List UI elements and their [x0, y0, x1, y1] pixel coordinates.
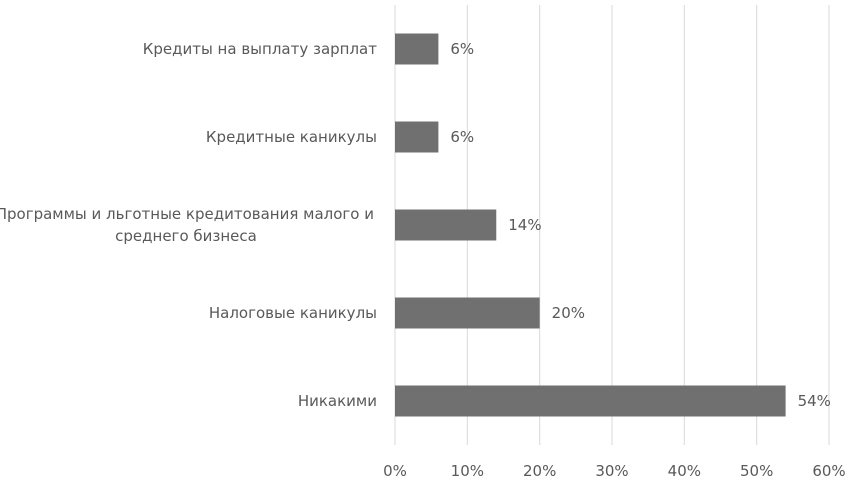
category-labels: Кредиты на выплату зарплат Кредитные кани…	[0, 40, 377, 410]
bar	[395, 297, 540, 329]
x-axis-tick-labels: 0% 10% 20% 30% 40% 50% 60%	[383, 462, 846, 480]
data-label: 54%	[798, 392, 831, 410]
category-label: Никакими	[298, 392, 377, 410]
bar	[395, 33, 439, 65]
x-tick-label: 30%	[595, 462, 628, 480]
x-tick-label: 50%	[740, 462, 773, 480]
data-label: 20%	[552, 304, 585, 322]
x-tick-label: 10%	[451, 462, 484, 480]
bar	[395, 209, 497, 241]
x-tick-label: 60%	[812, 462, 845, 480]
x-tick-label: 40%	[668, 462, 701, 480]
category-label: Кредитные каникулы	[206, 128, 377, 146]
bars	[395, 33, 786, 417]
bar	[395, 385, 786, 417]
bar	[395, 121, 439, 153]
category-label: Программы и льготные кредитования малого…	[0, 205, 374, 223]
x-tick-label: 20%	[523, 462, 556, 480]
x-tick-label: 0%	[383, 462, 407, 480]
data-label: 6%	[450, 128, 474, 146]
category-label: Кредиты на выплату зарплат	[143, 40, 378, 58]
category-label: Налоговые каникулы	[209, 304, 377, 322]
gridlines	[394, 5, 830, 445]
value-labels: 6% 6% 14% 20% 54%	[450, 40, 831, 410]
data-label: 14%	[508, 216, 541, 234]
category-label: среднего бизнеса	[115, 227, 257, 245]
data-label: 6%	[450, 40, 474, 58]
